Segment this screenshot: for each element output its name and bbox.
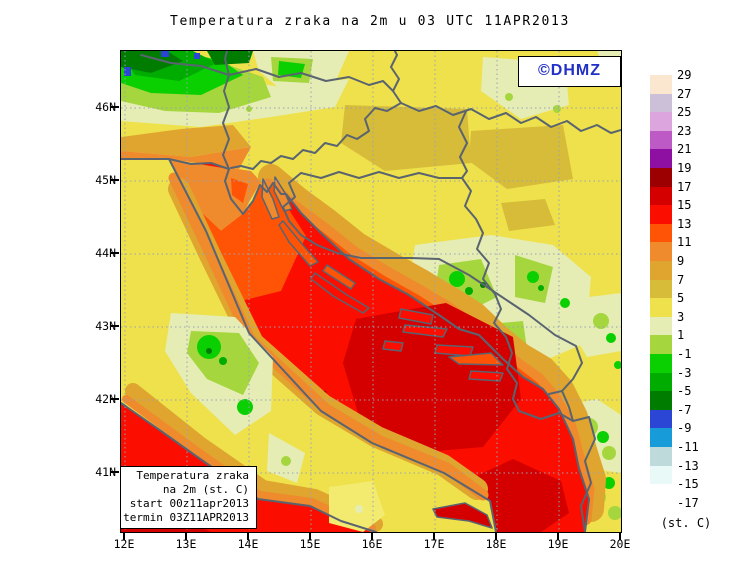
x-tick-mark (557, 532, 559, 540)
y-tick-label: 42N (95, 392, 116, 406)
colorbar-label: -11 (677, 440, 699, 454)
x-tick-label: 20E (609, 537, 631, 551)
colorbar-label: 29 (677, 68, 692, 82)
y-tick-mark (111, 179, 119, 181)
colorbar-cell (650, 149, 672, 168)
colorbar-label: -1 (677, 347, 692, 361)
y-tick-label: 44N (95, 246, 116, 260)
colorbar-cell (650, 316, 672, 336)
y-tick-mark (111, 106, 119, 108)
colorbar-cell (650, 465, 672, 485)
x-tick-label: 15E (299, 537, 321, 551)
temperature-map (121, 51, 621, 532)
colorbar-label: 7 (677, 272, 685, 287)
colorbar-cell (650, 447, 672, 466)
colorbar-cell (650, 130, 672, 150)
run-info-box: Temperatura zraka na 2m (st. C) start 00… (120, 466, 257, 529)
page-title: Temperatura zraka na 2m u 03 UTC 11APR20… (169, 14, 571, 29)
colorbar-cell (650, 205, 672, 224)
colorbar-cell (650, 279, 672, 299)
colorbar-label: -5 (677, 384, 692, 399)
colorbar-cell (650, 372, 672, 392)
y-tick-mark (111, 252, 119, 254)
lat-lon-graticule (121, 51, 621, 532)
x-tick-mark (309, 532, 311, 540)
colorbar-cell (650, 186, 672, 206)
colorbar-cell (650, 484, 672, 503)
colorbar-label: 23 (677, 123, 692, 138)
x-tick-label: 12E (113, 537, 135, 551)
x-tick-label: 14E (237, 537, 259, 551)
y-tick-label: 41N (95, 465, 116, 479)
x-tick-label: 17E (423, 537, 445, 551)
colorbar-cell (650, 223, 672, 243)
colorbar-cell (650, 112, 672, 131)
y-tick-mark (111, 398, 119, 400)
colorbar-label: -17 (677, 495, 699, 510)
islands (261, 176, 504, 382)
info-line: start 00z11apr2013 (129, 497, 249, 510)
country-borders (140, 51, 621, 532)
x-tick-mark (433, 532, 435, 540)
coastlines (121, 158, 590, 532)
colorbar-label: 15 (677, 198, 692, 213)
colorbar-label: 13 (677, 216, 692, 231)
colorbar-cell (650, 93, 672, 113)
colorbar-label: 25 (677, 105, 692, 120)
colorbar-cell (650, 261, 672, 280)
colorbar-label: -7 (677, 402, 692, 417)
gargano-bay (432, 502, 493, 529)
warm-core (343, 303, 521, 453)
colorbar-unit-label: (st. C) (660, 516, 712, 530)
colorbar-label: 21 (677, 142, 692, 157)
colorbar-label: 19 (677, 161, 692, 175)
colorbar-label: 27 (677, 86, 692, 101)
colorbar-label: 1 (677, 328, 685, 343)
colorbar-cell (650, 168, 672, 187)
y-tick-mark (111, 471, 119, 473)
x-tick-mark (185, 532, 187, 540)
colorbar-cell (650, 298, 672, 317)
x-tick-mark (247, 532, 249, 540)
info-line: na 2m (st. C) (162, 483, 249, 496)
y-tick-label: 43N (95, 319, 116, 333)
colorbar-cell (650, 391, 672, 410)
colorbar-label: -15 (677, 477, 699, 492)
x-tick-mark (123, 532, 125, 540)
colorbar-cell (650, 428, 672, 447)
colorbar-label: -3 (677, 365, 692, 380)
colorbar-cell (650, 242, 672, 261)
x-tick-label: 16E (361, 537, 383, 551)
x-tick-mark (619, 532, 621, 540)
colorbar-label: 3 (677, 309, 685, 324)
colorbar-cell (650, 75, 672, 94)
x-tick-label: 18E (485, 537, 507, 551)
x-tick-label: 13E (175, 537, 197, 551)
info-line: termin 03Z11APR2013 (123, 511, 249, 524)
colorbar-label: 11 (677, 235, 692, 250)
colorbar-label: -9 (677, 421, 692, 436)
colorbar-label: 5 (677, 291, 685, 306)
y-tick-mark (111, 325, 119, 327)
colorbar-label: -13 (677, 458, 699, 473)
colorbar-cell (650, 409, 672, 429)
dhmz-watermark: ©DHMZ (518, 56, 621, 87)
map-plot-area (120, 50, 622, 533)
x-tick-mark (495, 532, 497, 540)
y-tick-label: 46N (95, 100, 116, 114)
colorbar-cell (650, 335, 672, 354)
x-tick-label: 19E (547, 537, 569, 551)
y-tick-label: 45N (95, 173, 116, 187)
colorbar-label: 9 (677, 254, 685, 268)
colorbar-label: 17 (677, 179, 692, 194)
info-line: Temperatura zraka (136, 469, 249, 482)
colorbar-cell (650, 354, 672, 373)
x-tick-mark (371, 532, 373, 540)
